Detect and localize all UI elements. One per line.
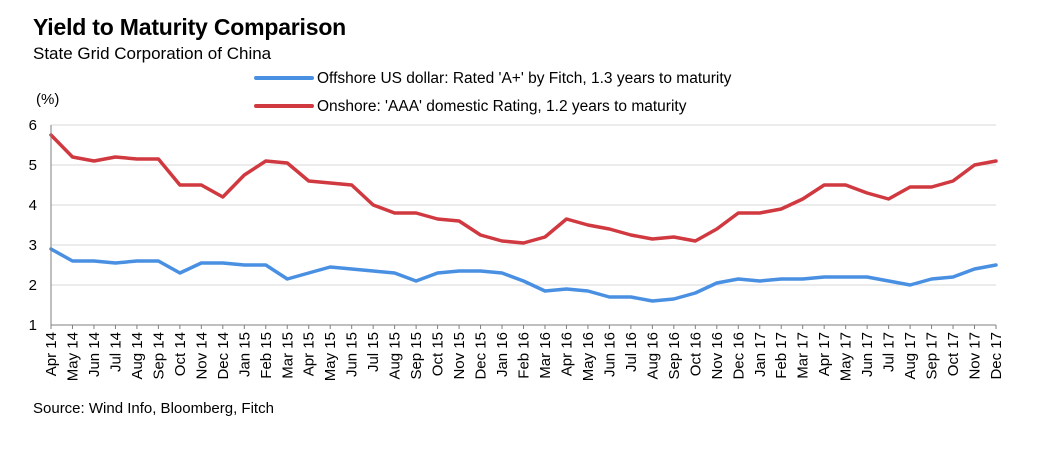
series-line-onshore: [49, 133, 998, 245]
gridlines: [51, 124, 996, 286]
x-tick-label: Apr 17: [816, 332, 833, 376]
x-tick-label: Jul 17: [881, 332, 898, 372]
y-tick-label: 1: [29, 317, 37, 334]
series-line-offshore: [49, 247, 998, 303]
x-tick-label: Mar 16: [537, 332, 554, 379]
source-note: Source: Wind Info, Bloomberg, Fitch: [33, 400, 274, 417]
x-tick-label: May 16: [580, 332, 597, 381]
x-tick-label: Jun 16: [601, 332, 618, 377]
x-axis-ticks: Apr 14 May 14 Jun 14 Jul 14 Aug 14 Sep 14 Oct …: [43, 325, 1005, 381]
x-tick-label: Jun 17: [859, 332, 876, 377]
x-tick-label: Sep 16: [666, 332, 683, 380]
x-tick-label: Dec 14: [215, 332, 232, 380]
x-tick-label: Feb 15: [258, 332, 275, 379]
x-tick-label: Oct 17: [945, 332, 962, 376]
x-tick-label: Apr 15: [301, 332, 318, 376]
x-tick-label: Oct 16: [687, 332, 704, 376]
x-tick-label: Jan 15: [236, 332, 253, 377]
x-tick-label: Aug 15: [387, 332, 404, 380]
x-tick-label: Mar 15: [279, 332, 296, 379]
x-tick-label: Dec 17: [988, 332, 1005, 380]
x-tick-label: Aug 14: [129, 332, 146, 380]
x-tick-label: Apr 14: [43, 332, 60, 376]
x-tick-label: Mar 17: [795, 332, 812, 379]
x-tick-label: Jan 17: [752, 332, 769, 377]
legend: Offshore US dollar: Rated 'A+' by Fitch,…: [254, 70, 732, 115]
x-tick-label: Oct 14: [172, 332, 189, 376]
x-tick-label: Dec 15: [473, 332, 490, 380]
x-tick-label: Nov 15: [451, 332, 468, 380]
x-tick-label: Jul 15: [365, 332, 382, 372]
x-tick-label: Sep 17: [924, 332, 941, 380]
x-tick-label: Oct 15: [430, 332, 447, 376]
x-tick-label: Sep 15: [408, 332, 425, 380]
x-tick-label: Apr 16: [558, 332, 575, 376]
x-tick-label: Nov 14: [193, 332, 210, 380]
chart-subtitle: State Grid Corporation of China: [33, 44, 272, 63]
plot-frame: [50, 125, 996, 326]
legend-label: Onshore: 'AAA' domestic Rating, 1.2 year…: [317, 98, 687, 115]
x-tick-label: Jul 14: [107, 332, 124, 372]
x-tick-label: May 14: [64, 332, 81, 381]
y-tick-label: 2: [29, 277, 37, 294]
x-tick-label: Nov 16: [709, 332, 726, 380]
x-tick-label: Feb 16: [516, 332, 533, 379]
x-tick-label: Aug 16: [644, 332, 661, 380]
x-tick-label: Nov 17: [967, 332, 984, 380]
chart-title: Yield to Maturity Comparison: [33, 14, 347, 40]
x-tick-label: Jul 16: [623, 332, 640, 372]
x-tick-label: Sep 14: [150, 332, 167, 380]
series-lines: [49, 133, 998, 303]
y-tick-label: 3: [29, 237, 37, 254]
y-axis-ticks: 1 2 3 4 5 6: [29, 117, 37, 334]
x-tick-label: Aug 17: [902, 332, 919, 380]
x-tick-label: May 17: [838, 332, 855, 381]
legend-label: Offshore US dollar: Rated 'A+' by Fitch,…: [317, 70, 732, 87]
x-tick-label: Jun 14: [86, 332, 103, 377]
x-tick-label: Dec 16: [730, 332, 747, 380]
x-tick-label: May 15: [322, 332, 339, 381]
x-tick-label: Feb 17: [773, 332, 790, 379]
x-tick-label: Jan 16: [494, 332, 511, 377]
y-tick-label: 4: [29, 197, 37, 214]
y-tick-label: 5: [29, 157, 37, 174]
x-tick-label: Jun 15: [344, 332, 361, 377]
y-axis-label: (%): [36, 91, 59, 108]
y-tick-label: 6: [29, 117, 37, 134]
